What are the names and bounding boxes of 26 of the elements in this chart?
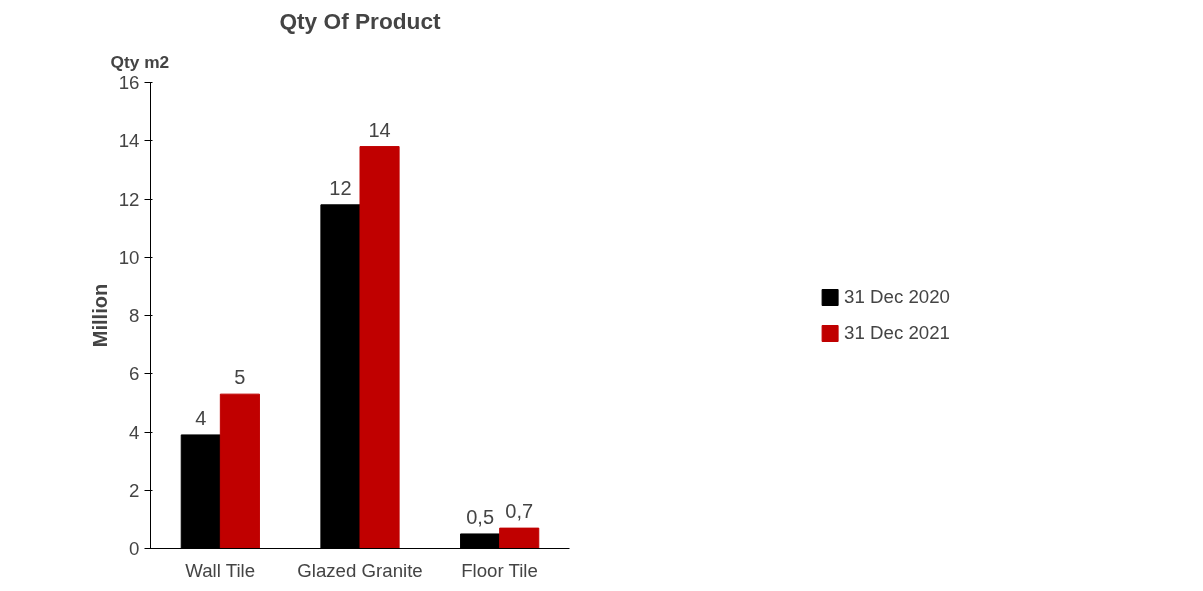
y-tick-label: 2 <box>129 479 140 501</box>
data-label: 12 <box>329 176 352 199</box>
x-tick-label: Glazed Granite <box>297 559 423 581</box>
y-tick-label: 0 <box>129 538 140 559</box>
y-tick-label: 12 <box>118 188 140 210</box>
data-label: 14 <box>368 118 391 141</box>
data-label: 4 <box>195 406 207 429</box>
bar <box>499 527 540 549</box>
legend-label: 31 Dec 2020 <box>844 286 950 308</box>
y-tick-label: 4 <box>129 421 140 443</box>
data-label: 0,7 <box>505 500 534 523</box>
x-tick-label: Floor Tile <box>461 559 538 581</box>
bar <box>219 393 260 549</box>
y-tick-label: 16 <box>118 72 140 93</box>
y-tick-label: 10 <box>118 246 140 268</box>
y-tick-label: 14 <box>118 130 140 152</box>
chart-title: Qty Of Product <box>279 7 442 34</box>
data-label: 5 <box>234 366 246 389</box>
y-tick-label: 8 <box>129 305 140 326</box>
data-label: 0,5 <box>466 505 495 528</box>
y-axis-title: Million <box>88 283 111 348</box>
legend-label: 31 Dec 2021 <box>844 322 950 344</box>
x-tick-label: Wall Tile <box>185 559 256 581</box>
bar <box>359 146 400 549</box>
y-tick-label: 6 <box>129 363 140 385</box>
text: Qty m2 <box>110 51 170 72</box>
